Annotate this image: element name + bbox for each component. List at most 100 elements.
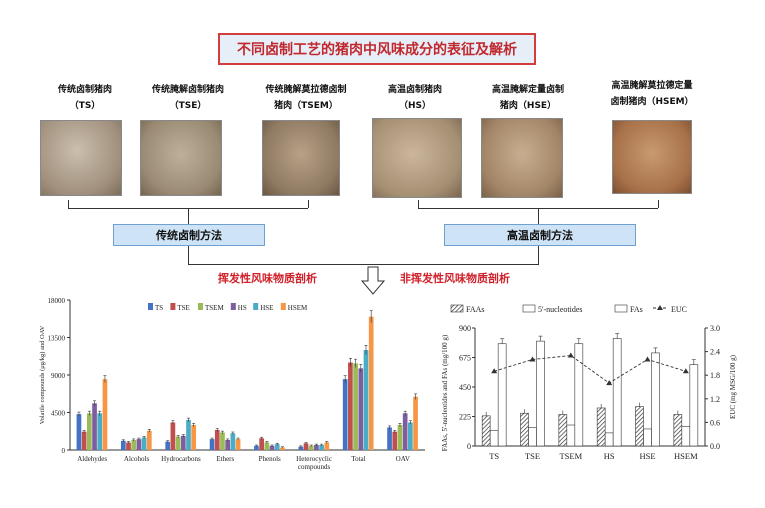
x-tick-label: Phenols [259,455,281,463]
sample-label-hsem: 高温腌解莫拉德定量 卤制猪肉（HSEM） [610,81,694,107]
bar-tse [170,422,176,450]
x-tick-label: Aldehydes [77,455,107,463]
bar-fas [689,364,699,447]
point-euc [682,368,689,374]
photo-ts [40,120,122,196]
y-tick-label-left: 450 [459,383,471,392]
bar-tse [303,443,309,450]
legend-swatch [450,304,464,313]
x-tick-label: Hydrocarbons [161,455,201,463]
y-tick-label: 13500 [48,335,66,343]
y-axis-right-label: EUC (mg MSG/100 g) [729,354,737,419]
legend-swatch-hs [230,303,236,310]
bar-nucleotides [566,424,576,447]
bar-hse [141,437,147,450]
bar-hsem [102,379,108,450]
y-tick-label-right: 3.0 [710,324,720,333]
sample-label-ts: 传统卤制猪肉 （TS） [57,85,112,111]
photo-hse [481,118,563,198]
figure-title-box: 不同卤制工艺的猪肉中风味成分的表征及解析 [218,33,536,65]
point-euc [644,356,651,362]
sample-label-tsem: 传统腌解莫拉德卤制 猪肉（TSEM） [265,85,347,111]
bracket-left [68,200,69,208]
x-tick-label: Heterocyclic [296,455,332,463]
bar-fas [497,343,507,447]
bar-hs [180,435,186,450]
y-tick-label-left: 0 [467,442,471,451]
bar-ts [120,440,126,450]
point-euc [606,380,613,386]
bar-nucleotides [681,426,691,447]
legend-swatch-tse [170,303,176,310]
legend-swatch-hsem [280,303,286,310]
bar-tse [81,431,87,450]
legend-label: FAs [630,305,643,314]
bar-hsem [413,396,418,450]
bar-tsem [397,425,403,450]
bar-hsem [191,425,197,450]
bar-faas [520,412,529,447]
bracket-left-stem [188,208,189,224]
bar-hsem [368,316,374,450]
bar-nucleotides [489,429,499,447]
bar-hse [186,420,191,450]
bar-nucleotides [643,428,652,447]
bar-ts [254,445,259,450]
bar-ts [209,439,215,450]
bar-ts [342,379,348,450]
volatile-compounds-chart: 0 4500 9000 13500 18000 Volatile compounds (μ… [39,297,425,471]
legend-swatch-ts [148,303,153,310]
x-tick-label: HSE [639,451,655,461]
nonvolatile-compounds-chart: 0 225 450 675 900 0.0 0.6 1.2 1.8 2.4 3.0 FAAs, 5'-… [441,304,737,461]
bar-ts [76,414,82,450]
x-tick-label: compounds [298,463,331,471]
y-tick-label: 4500 [51,410,66,418]
bar-ts [298,446,304,450]
bar-hse [230,433,236,450]
legend-label-tsem: TSEM [205,304,224,312]
y-tick-label-right: 1.8 [710,371,720,380]
bracket-right [418,200,419,208]
y-tick-label-right: 2.4 [710,348,720,357]
bar-tsem [308,445,314,450]
figure-title: 不同卤制工艺的猪肉中风味成分的表征及解析 [237,42,517,58]
method-box-traditional: 传统卤制方法 [113,224,265,246]
bar-fas [536,340,545,447]
bar-tse [259,438,264,450]
legend-label-hsem: HSEM [288,304,308,312]
legend-label-ts: TS [155,304,163,312]
connector-left [188,246,189,264]
bracket-right-stem [538,208,539,224]
x-tick-label: Total [351,455,365,463]
photo-tse [140,120,222,196]
legend-label-euc: EUC [671,305,687,314]
bar-tsem [220,432,225,450]
bar-tse [126,442,131,450]
point-euc [529,356,536,362]
legend-label-hs: HS [238,304,247,312]
legend-label-hse: HSE [260,304,273,312]
y-tick-label-left: 900 [459,324,471,333]
legend-swatch [522,304,536,313]
legend-swatch-hse [253,303,259,310]
legend-swatch-tsem [198,303,203,310]
bar-hs [136,439,142,450]
bar-fas [612,338,622,447]
bar-hsem [235,439,241,450]
y-axis-left-label: FAAs, 5'-nucleotides and FAs (mg/100 g) [441,334,449,451]
legend-swatch [614,304,628,313]
x-tick-label: HSEM [674,451,698,461]
y-tick-label-right: 1.2 [710,395,720,404]
bracket-left-r [308,200,309,208]
sample-label-hs: 高温卤制猪肉 （HS） [387,85,442,111]
bar-tsem [175,436,181,450]
x-tick-label: TS [489,451,499,461]
bar-hse [274,444,280,450]
x-tick-label: Ethers [216,455,234,463]
bar-hs [314,445,319,450]
bar-hs [92,403,97,450]
bar-faas [673,414,683,447]
x-tick-label: HS [604,451,615,461]
bar-tse [348,362,353,450]
bar-tsem [86,413,92,450]
